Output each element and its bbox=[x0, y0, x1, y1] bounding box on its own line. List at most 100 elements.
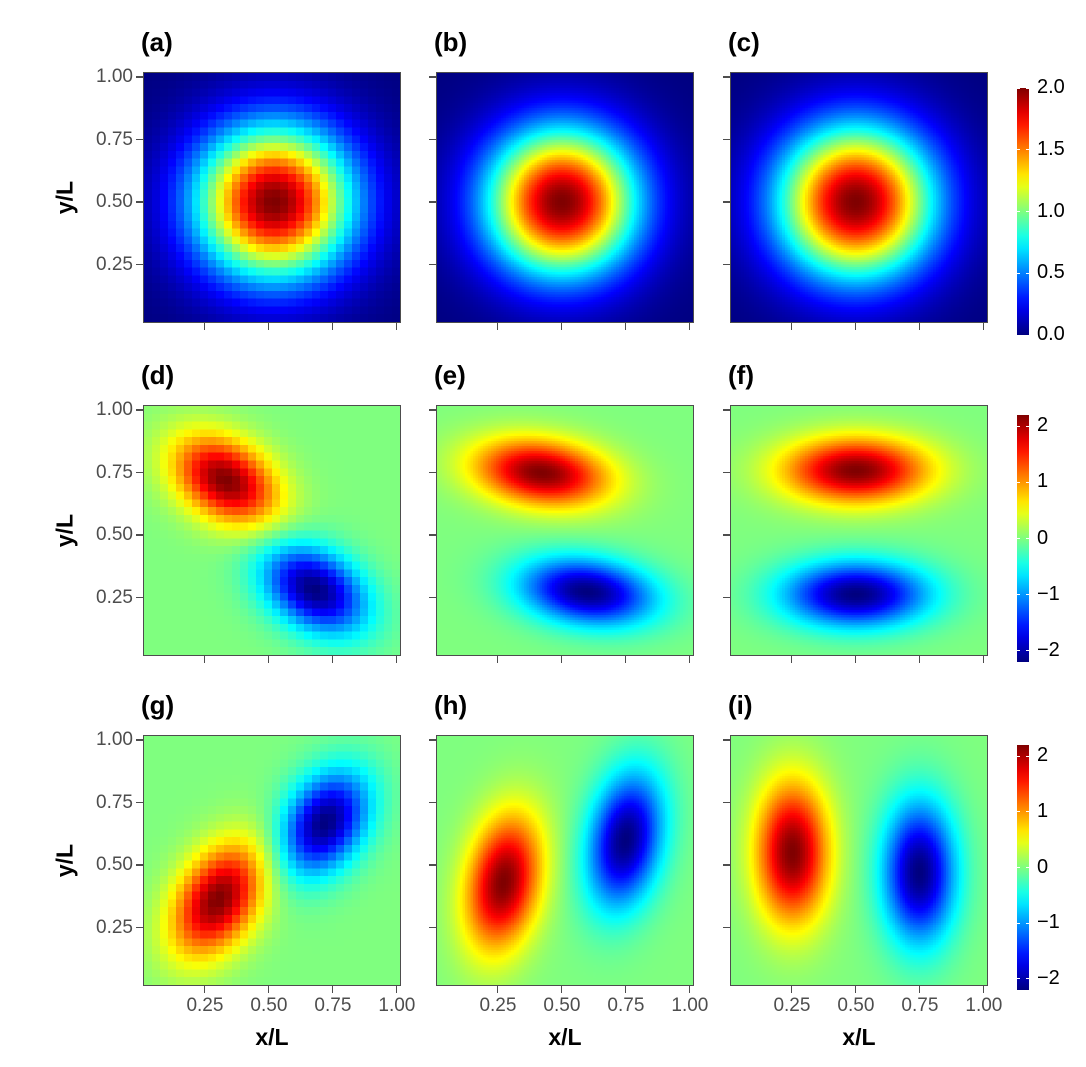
y-tick bbox=[723, 596, 730, 598]
y-tick bbox=[723, 263, 730, 265]
heatmap-panel bbox=[143, 405, 401, 656]
colorbar-tick bbox=[1017, 538, 1020, 539]
x-tick-label: 0.75 bbox=[901, 995, 939, 1016]
colorbar-tick bbox=[1017, 978, 1020, 980]
y-tick bbox=[429, 926, 436, 928]
colorbar-tick bbox=[1026, 867, 1029, 868]
x-tick bbox=[331, 986, 334, 993]
x-tick-label: 0.25 bbox=[186, 995, 224, 1016]
colorbar-tick bbox=[1026, 650, 1029, 652]
x-tick bbox=[267, 986, 270, 993]
panel-title: (i) bbox=[728, 690, 753, 720]
x-tick bbox=[854, 986, 857, 993]
heatmap-cells bbox=[144, 736, 400, 985]
x-tick bbox=[395, 656, 398, 663]
heatmap-cells bbox=[731, 406, 987, 655]
colorbar-tick-label: 0 bbox=[1037, 526, 1049, 549]
heatmap-cells bbox=[144, 73, 400, 322]
y-tick bbox=[136, 596, 143, 598]
colorbar-tick bbox=[1017, 867, 1020, 868]
x-tick bbox=[203, 656, 206, 663]
x-tick bbox=[203, 323, 206, 330]
y-tick bbox=[136, 801, 143, 803]
y-tick bbox=[723, 864, 730, 866]
y-tick bbox=[429, 596, 436, 598]
x-tick bbox=[918, 323, 921, 330]
x-tick bbox=[560, 656, 563, 663]
x-tick bbox=[267, 323, 270, 330]
colorbar-tick bbox=[1017, 211, 1020, 212]
colorbar-tick-label: 1.5 bbox=[1037, 137, 1065, 160]
y-tick bbox=[723, 138, 730, 140]
y-tick-label: 0.50 bbox=[96, 524, 133, 545]
panel-title: (g) bbox=[141, 690, 175, 720]
x-tick bbox=[624, 986, 627, 993]
x-tick bbox=[267, 656, 270, 663]
panel-title: (b) bbox=[434, 27, 468, 57]
y-tick bbox=[429, 138, 436, 140]
x-tick bbox=[790, 323, 793, 330]
colorbar-tick bbox=[1017, 425, 1020, 427]
y-tick bbox=[429, 471, 436, 473]
y-tick bbox=[723, 76, 730, 78]
y-tick bbox=[723, 801, 730, 803]
colorbar-tick bbox=[1026, 87, 1029, 89]
y-tick bbox=[723, 534, 730, 536]
x-tick-label: 1.00 bbox=[671, 995, 709, 1016]
heatmap-cells bbox=[731, 736, 987, 985]
x-tick-label: 0.50 bbox=[250, 995, 288, 1016]
y-tick-label: 0.25 bbox=[96, 586, 133, 608]
y-tick-label: 0.75 bbox=[96, 791, 133, 813]
colorbar-tick bbox=[1026, 978, 1029, 980]
y-tick-label: 0.75 bbox=[96, 461, 133, 483]
colorbar-tick bbox=[1017, 149, 1020, 151]
colorbar-tick bbox=[1017, 87, 1020, 89]
heatmap-cells bbox=[437, 73, 693, 322]
y-tick bbox=[136, 864, 143, 866]
heatmap-cells bbox=[731, 73, 987, 322]
colorbar-tick bbox=[1026, 481, 1029, 483]
x-tick bbox=[624, 656, 627, 663]
colorbar-tick bbox=[1017, 334, 1020, 336]
y-axis-label: y/L bbox=[51, 180, 78, 214]
y-tick bbox=[429, 739, 436, 741]
colorbar-tick bbox=[1017, 594, 1020, 596]
y-tick bbox=[136, 534, 143, 536]
panel-title: (d) bbox=[141, 360, 175, 390]
y-tick-label: 1.00 bbox=[96, 66, 133, 87]
y-tick bbox=[723, 201, 730, 203]
colorbar-tick bbox=[1026, 594, 1029, 596]
x-axis-label: x/L bbox=[842, 1024, 876, 1050]
y-tick bbox=[429, 263, 436, 265]
colorbar-tick-label: −1 bbox=[1037, 582, 1060, 605]
heatmap-panel bbox=[730, 405, 988, 656]
x-tick bbox=[982, 323, 985, 330]
y-tick bbox=[723, 926, 730, 928]
x-tick-label: 0.75 bbox=[314, 995, 352, 1016]
x-tick bbox=[688, 986, 691, 993]
x-tick-label: 0.25 bbox=[773, 995, 811, 1016]
colorbar-tick bbox=[1026, 922, 1029, 924]
colorbar-tick bbox=[1026, 272, 1029, 274]
colorbar bbox=[1017, 415, 1029, 662]
y-tick bbox=[429, 534, 436, 536]
colorbar-tick-label: −2 bbox=[1037, 966, 1060, 989]
x-tick bbox=[496, 656, 499, 663]
y-tick-label: 0.25 bbox=[96, 916, 133, 938]
panel-title: (e) bbox=[434, 360, 466, 390]
colorbar-tick-label: 2 bbox=[1037, 414, 1049, 437]
colorbar-tick bbox=[1026, 811, 1029, 813]
y-tick bbox=[429, 201, 436, 203]
heatmap-panel bbox=[143, 72, 401, 323]
y-tick bbox=[723, 739, 730, 741]
colorbar-tick bbox=[1017, 650, 1020, 652]
colorbar-tick-label: −2 bbox=[1037, 638, 1060, 661]
x-tick bbox=[496, 986, 499, 993]
panel-title: (a) bbox=[141, 27, 173, 57]
x-tick bbox=[918, 656, 921, 663]
panel-title: (h) bbox=[434, 690, 468, 720]
y-tick bbox=[136, 263, 143, 265]
heatmap-panel bbox=[143, 735, 401, 986]
colorbar-tick bbox=[1026, 538, 1029, 539]
